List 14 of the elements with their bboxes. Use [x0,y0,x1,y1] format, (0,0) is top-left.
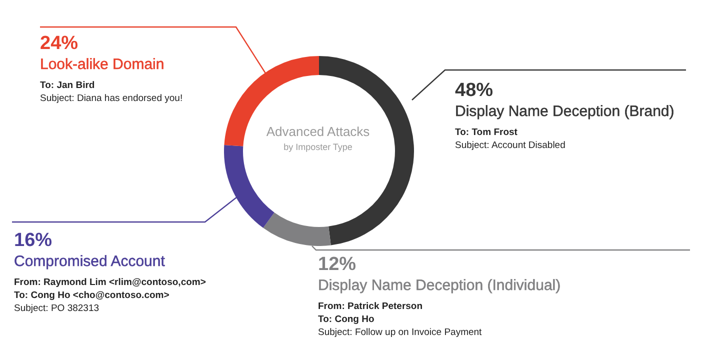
text: Advanced Attacks [265,124,371,140]
slice-label: Display Name Deception (Brand) [455,102,674,122]
data-label: 12% [318,254,358,276]
data-label: 48% [455,80,494,102]
slice-label: Display Name Deception (Individual) [318,276,561,296]
data-label: 24% [40,33,80,55]
text: To: Jan Bird Subject: Diana has endorsed you! [40,79,183,105]
text: by Imposter Type [282,141,354,154]
data-label: 16% [14,230,54,252]
text: From: Raymond Lim <rlim@contoso,com> To: Cong Ho <cho@contoso.com> Subject: PO 382313 [14,276,206,315]
text: To: Tom Frost Subject: Account Disabled [455,126,566,152]
text: From: Patrick Peterson To: Cong Ho Subject: Follow up on Invoice Payment [318,300,483,339]
slice-label: Look-alike Domain [40,55,166,75]
slice-label: Compromised Account [14,252,166,272]
